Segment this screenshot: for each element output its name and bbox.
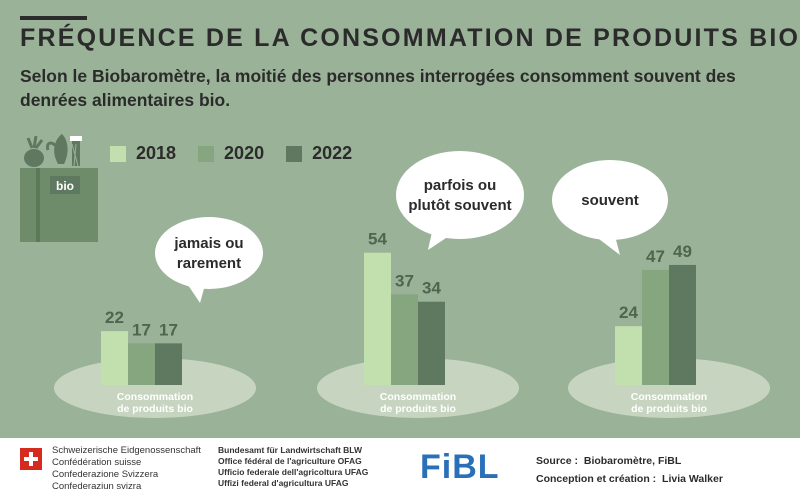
office-line: Uffizi federal d'agricultura UFAG [218,478,349,488]
speech-bubble [552,160,668,240]
data-label: 37 [395,271,414,290]
source-line: Source : Biobaromètre, FiBL [536,452,723,470]
bar [101,331,128,385]
page-subtitle: Selon le Biobaromètre, la moitié des per… [20,66,736,110]
speech-bubble [155,217,263,289]
data-label: 22 [105,308,124,327]
page-title: FRÉQUENCE DE LA CONSOMMATION DE PRODUITS… [20,24,800,52]
data-label: 47 [646,247,665,266]
category-label: jamais ou [173,235,243,252]
bag-label: bio [56,179,74,193]
data-label: 34 [422,279,441,298]
credits: Source : Biobaromètre, FiBL Conception e… [536,452,723,488]
bar [669,264,696,385]
base-label: de produits bio [631,403,707,415]
bar [615,326,642,385]
bar [128,343,155,385]
category-label: plutôt souvent [408,197,511,214]
fibl-logo: FiBL [420,448,500,486]
source-value: Biobaromètre, FiBL [583,455,682,467]
office-line: Ufficio federale dell'agricoltura UFAG [218,467,369,477]
bar [418,301,445,385]
footer: Schweizerische Eidgenossenschaft Confédé… [0,438,800,499]
chart-legend: 2018 2020 2022 [110,143,352,164]
admin-line: Confédération suisse [52,457,142,468]
category-label: rarement [177,255,241,272]
legend-label-2018: 2018 [136,143,177,163]
organic-bag-icon: bio [20,134,98,242]
data-label: 49 [673,242,692,261]
admin-line: Confederaziun svizra [52,481,142,492]
credit-label: Conception et création : [536,473,657,485]
office-names: Bundesamt für Landwirtschaft BLW Office … [218,445,368,489]
data-label: 24 [619,303,638,322]
bar [642,269,669,385]
base-label: de produits bio [380,403,456,415]
data-label: 17 [132,320,151,339]
legend-item-2022: 2022 [286,143,352,164]
speech-bubble-tail [595,236,620,255]
data-label: 54 [368,230,387,249]
credit-line: Conception et création : Livia Walker [536,470,723,488]
bar [364,252,391,385]
source-label: Source : [536,455,579,467]
swiss-flag-icon [20,448,42,470]
speech-bubble [396,151,524,239]
legend-label-2022: 2022 [312,143,353,163]
base-label: Consommation [631,391,707,403]
legend-swatch-2020 [198,145,215,162]
base-label: Consommation [117,391,193,403]
bar [391,294,418,385]
credit-value: Livia Walker [662,473,723,485]
legend-label-2020: 2020 [224,143,265,163]
legend-swatch-2018 [110,145,126,162]
legend-item-2018: 2018 [110,143,176,164]
title-bar-accent [20,16,87,20]
office-line: Office fédéral de l'agriculture OFAG [218,456,362,466]
admin-line: Confederazione Svizzera [52,469,159,480]
legend-swatch-2022 [286,145,303,162]
legend-item-2020: 2020 [198,143,264,164]
bar [155,343,182,385]
base-label: de produits bio [117,403,193,415]
data-label: 17 [159,320,178,339]
base-label: Consommation [380,391,456,403]
confederation-names: Schweizerische Eidgenossenschaft Confédé… [52,445,201,493]
category-label: souvent [581,192,639,209]
admin-line: Schweizerische Eidgenossenschaft [52,445,201,456]
office-line: Bundesamt für Landwirtschaft BLW [218,445,363,455]
category-label: parfois ou [424,177,497,194]
speech-bubble-tail [188,285,205,303]
